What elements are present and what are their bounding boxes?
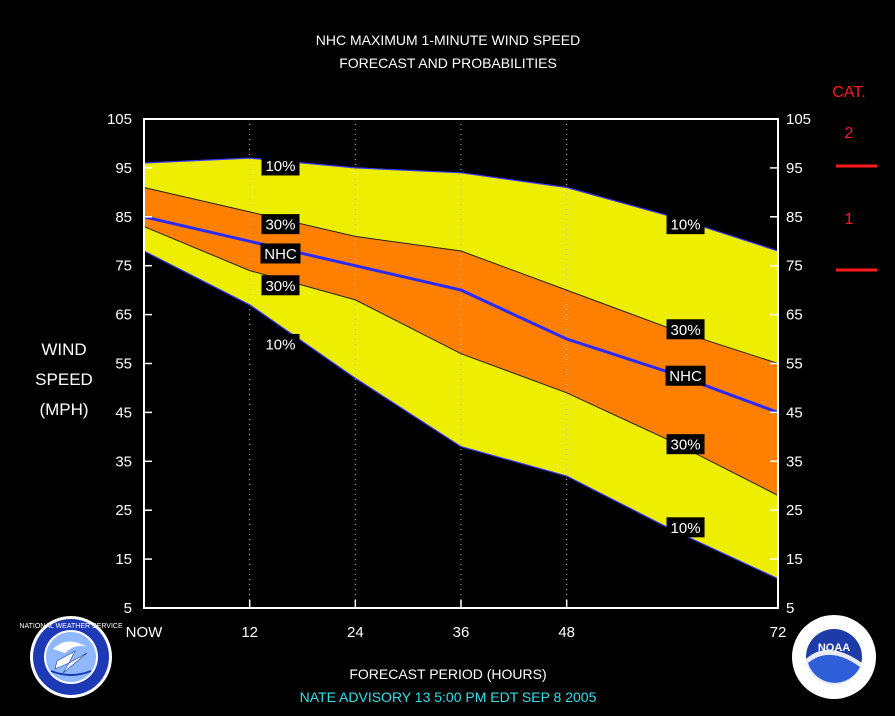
- series-label: 10%: [671, 217, 701, 234]
- series-label: 10%: [265, 158, 295, 175]
- y-axis-label-line: SPEED: [35, 370, 93, 389]
- x-tick-label: 36: [453, 624, 470, 641]
- y-tick-label: 75: [115, 258, 132, 275]
- series-label: 30%: [265, 217, 295, 234]
- series-label-box: [666, 319, 705, 340]
- noaa-logo: NOAA: [792, 615, 876, 699]
- y-tick-label: 45: [115, 404, 132, 421]
- category-scale: CAT. 2 1: [832, 84, 877, 272]
- chart-subtitle: FORECAST AND PROBABILITIES: [339, 55, 557, 71]
- series-label: 30%: [265, 278, 295, 295]
- series-label-box: [666, 517, 705, 538]
- series-label-box: [261, 333, 300, 354]
- category-heading: CAT.: [832, 84, 865, 101]
- chart-title: NHC MAXIMUM 1-MINUTE WIND SPEED: [316, 32, 580, 48]
- series-label-box: [666, 214, 705, 235]
- y-tick-label: 5: [786, 600, 794, 617]
- y-axis-label: WIND SPEED (MPH): [35, 340, 93, 419]
- y-tick-label: 45: [786, 404, 803, 421]
- series-label: 10%: [671, 520, 701, 537]
- x-tick-label: NOW: [126, 624, 164, 641]
- y-tick-label: 75: [786, 258, 803, 275]
- series-label: NHC: [264, 246, 297, 263]
- y-tick-label: 35: [786, 453, 803, 470]
- y-tick-label: 55: [786, 356, 803, 373]
- series-label: 30%: [671, 322, 701, 339]
- x-tick-label: 12: [241, 624, 258, 641]
- series-label-box: [261, 275, 300, 296]
- y-tick-label: 95: [786, 160, 803, 177]
- y-tick-label: 105: [786, 111, 811, 128]
- x-tick-label: 48: [558, 624, 575, 641]
- series-label-box: [261, 155, 300, 176]
- category-label: 2: [845, 125, 854, 142]
- y-tick-label: 65: [786, 307, 803, 324]
- y-tick-label: 15: [786, 551, 803, 568]
- y-tick-label: 35: [115, 453, 132, 470]
- y-tick-label: 95: [115, 160, 132, 177]
- y-axis-label-line: WIND: [41, 340, 86, 359]
- x-tick-label: 24: [347, 624, 364, 641]
- nws-logo: NATIONAL WEATHER SERVICE: [19, 616, 123, 698]
- x-tick-label: 72: [770, 624, 787, 641]
- series-label-box: [260, 243, 301, 264]
- series-label: 10%: [265, 336, 295, 353]
- y-tick-label: 5: [124, 600, 132, 617]
- series-label-box: [261, 214, 300, 235]
- series-label: NHC: [669, 368, 702, 385]
- advisory-line: NATE ADVISORY 13 5:00 PM EDT SEP 8 2005: [300, 689, 597, 705]
- y-tick-label: 85: [115, 209, 132, 226]
- y-tick-label: 15: [115, 551, 132, 568]
- series-label-box: [666, 434, 705, 455]
- y-tick-label: 105: [107, 111, 132, 128]
- y-tick-label: 25: [115, 502, 132, 519]
- noaa-logo-text: NOAA: [818, 642, 850, 654]
- series-label-box: [665, 365, 706, 386]
- y-tick-label: 85: [786, 209, 803, 226]
- y-tick-label: 25: [786, 502, 803, 519]
- y-tick-label: 65: [115, 307, 132, 324]
- x-axis-label: FORECAST PERIOD (HOURS): [349, 666, 546, 682]
- y-axis-label-line: (MPH): [39, 400, 88, 419]
- nws-logo-text: NATIONAL WEATHER SERVICE: [19, 623, 123, 630]
- category-label: 1: [845, 211, 854, 228]
- y-tick-label: 55: [115, 356, 132, 373]
- band-30-percent: [144, 187, 778, 496]
- series-label: 30%: [671, 437, 701, 454]
